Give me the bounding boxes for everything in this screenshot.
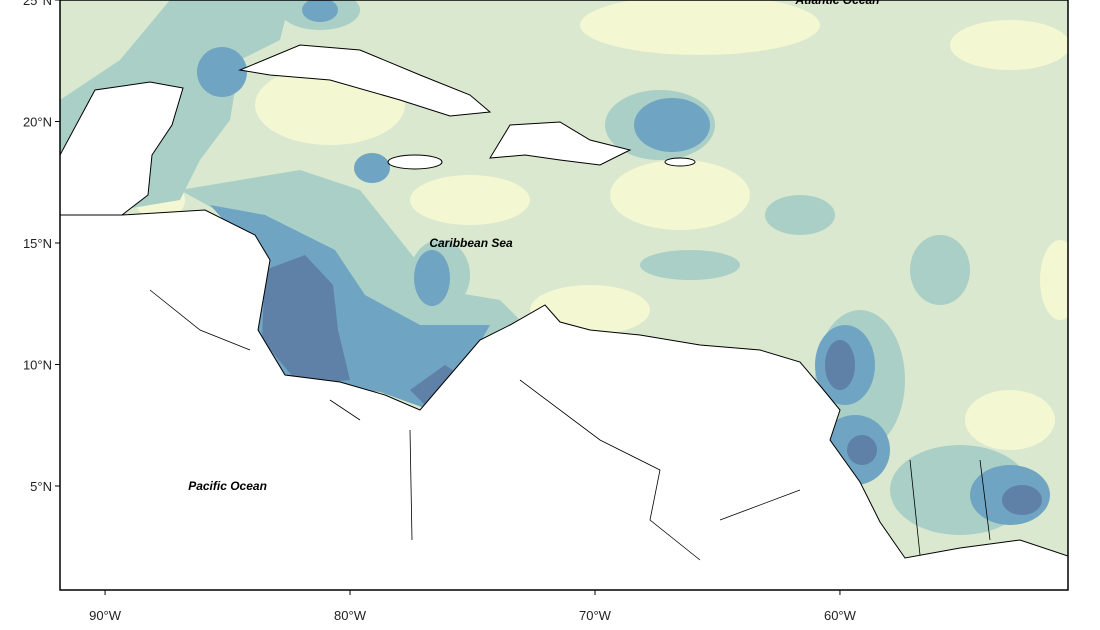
x-tick-label: 60°W [824, 608, 857, 623]
dark-zones [262, 255, 1042, 515]
place-label: Atlantic Ocean [794, 0, 879, 7]
y-tick-label: 15°N [23, 236, 52, 251]
y-tick-label: 25°N [23, 0, 52, 8]
x-tick-label: 90°W [89, 608, 122, 623]
frame [59, 0, 1069, 591]
land [60, 44, 1068, 590]
pale-zones [135, 0, 1068, 450]
y-tick-label: 20°N [23, 114, 52, 129]
y-tick-label: 5°N [30, 479, 52, 494]
y-tick-label: 10°N [23, 357, 52, 372]
place-label: Pacific Ocean [188, 479, 267, 493]
place-label: Caribbean Sea [429, 236, 513, 250]
x-tick-label: 70°W [579, 608, 612, 623]
x-tick-label: 80°W [334, 608, 367, 623]
map-field [60, 0, 1068, 590]
